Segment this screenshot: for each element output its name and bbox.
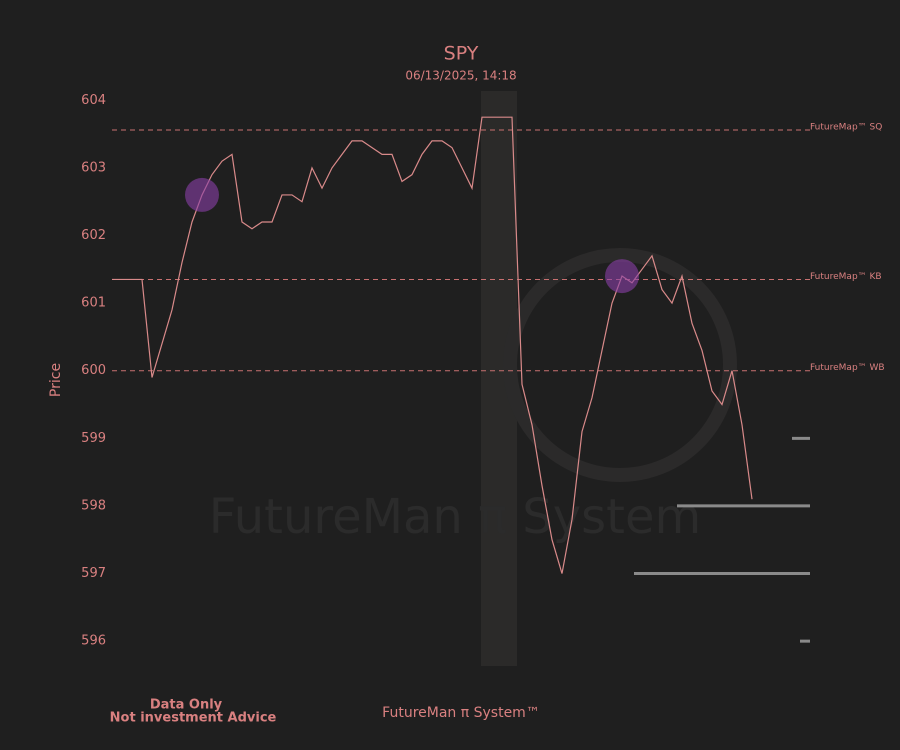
signal-highlight	[605, 259, 639, 294]
chart-title: SPY	[444, 43, 479, 65]
y-axis-label: Price	[48, 363, 64, 397]
y-tick-label: 601	[81, 296, 106, 311]
footer-brand: FutureMan π System™	[382, 705, 540, 721]
disclaimer: Not investment Advice	[110, 711, 277, 726]
reference-label: FutureMap™ WB	[810, 363, 885, 373]
y-tick-label: 600	[81, 363, 106, 378]
reference-label: FutureMap™ SQ	[810, 123, 882, 133]
chart-subtitle: 06/13/2025, 14:18	[405, 69, 516, 83]
watermark-circle	[503, 248, 737, 482]
y-tick-label: 604	[81, 93, 106, 108]
signal-highlight	[185, 177, 219, 212]
y-tick-label: 598	[81, 498, 106, 513]
disclaimer: Data Only	[150, 698, 223, 713]
reference-label: FutureMap™ KB	[810, 272, 882, 282]
watermark: FutureMan π System	[209, 489, 702, 545]
y-tick-label: 602	[81, 228, 106, 243]
y-tick-label: 599	[81, 431, 106, 446]
price-line	[112, 116, 753, 574]
y-tick-label: 603	[81, 160, 106, 175]
y-tick-label: 596	[81, 634, 106, 649]
y-tick-label: 597	[81, 566, 106, 581]
